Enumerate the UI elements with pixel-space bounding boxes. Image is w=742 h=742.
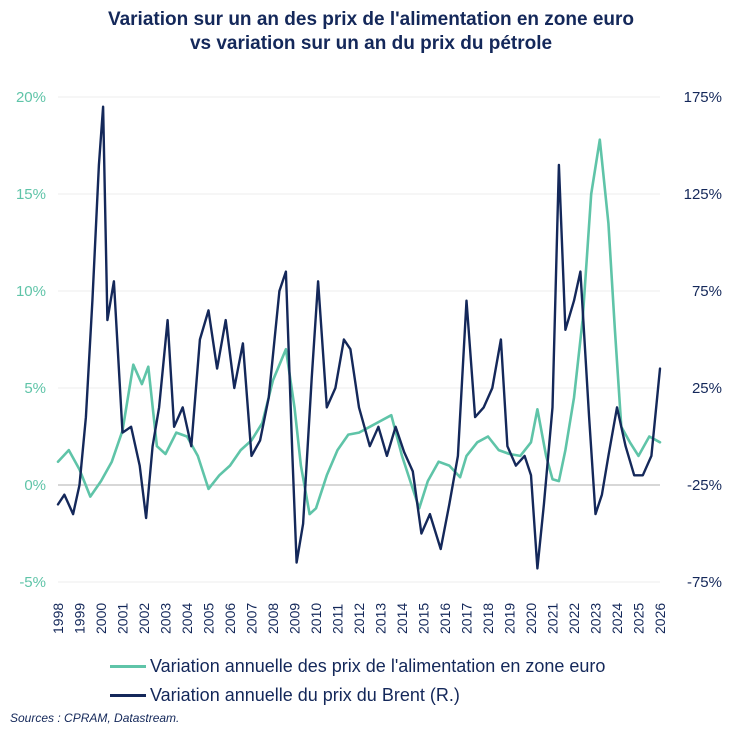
legend-item-oil: Variation annuelle du prix du Brent (R.): [110, 681, 605, 710]
x-tick-label-15: 2013: [373, 603, 389, 634]
x-tick-label-7: 2005: [201, 603, 217, 634]
x-axis-ticks: 1998 1999 2000 2001 2002 2003 2004 2005 2006 2007…: [50, 603, 668, 634]
left-tick-label-1: 15%: [16, 186, 46, 203]
x-tick-label-6: 2004: [179, 603, 195, 634]
x-tick-label-21: 2019: [502, 603, 518, 634]
x-tick-label-5: 2003: [158, 603, 174, 634]
x-tick-label-13: 2011: [330, 604, 346, 634]
x-tick-label-14: 2012: [351, 603, 367, 634]
right-tick-label-5: -75%: [687, 574, 722, 591]
left-tick-label-4: 0%: [24, 477, 46, 494]
x-tick-label-0: 1998: [50, 603, 66, 634]
x-tick-label-20: 2018: [480, 603, 496, 634]
x-tick-label-17: 2015: [416, 603, 432, 634]
legend-item-food: Variation annuelle des prix de l'aliment…: [110, 652, 605, 681]
series-lines: [56, 105, 662, 570]
series-line-food: [56, 138, 662, 516]
legend-label-food: Variation annuelle des prix de l'aliment…: [150, 656, 606, 676]
x-tick-label-28: 2026: [652, 603, 668, 634]
x-tick-label-2: 2000: [93, 603, 109, 634]
legend-swatch-food: [110, 665, 146, 668]
x-tick-label-22: 2020: [523, 603, 539, 634]
chart-title: Variation sur un an des prix de l'alimen…: [0, 8, 742, 56]
chart-title-line-1: Variation sur un an des prix de l'alimen…: [107, 9, 635, 30]
left-tick-label-0: 20%: [16, 89, 46, 106]
source-note: Sources : CPRAM, Datastream.: [10, 711, 180, 725]
left-axis-ticks: 20% 15% 10% 5% 0% -5%: [16, 89, 46, 591]
x-tick-label-4: 2002: [136, 603, 152, 634]
right-axis-ticks: 175% 125% 75% 25% -25% -75%: [684, 89, 722, 591]
series-line-oil: [56, 105, 662, 570]
x-tick-label-11: 2009: [287, 603, 303, 634]
x-tick-label-10: 2008: [265, 603, 281, 634]
x-tick-label-24: 2022: [566, 603, 582, 634]
right-tick-label-4: -25%: [687, 477, 722, 494]
x-tick-label-12: 2010: [308, 603, 324, 634]
right-tick-label-2: 75%: [692, 283, 722, 300]
x-tick-label-27: 2025: [631, 603, 647, 634]
gridlines: [58, 96, 660, 583]
x-tick-label-18: 2016: [437, 603, 453, 634]
x-tick-label-26: 2024: [609, 603, 625, 634]
left-tick-label-2: 10%: [16, 283, 46, 300]
x-tick-label-25: 2023: [588, 603, 604, 634]
x-tick-label-9: 2007: [244, 603, 260, 634]
x-tick-label-8: 2006: [222, 603, 238, 634]
left-tick-label-3: 5%: [24, 380, 46, 397]
x-tick-label-3: 2001: [115, 603, 131, 634]
x-tick-label-1: 1999: [72, 603, 88, 634]
x-tick-label-23: 2021: [545, 603, 561, 634]
chart-title-line-2: vs variation sur un an du prix du pétrol…: [189, 33, 553, 54]
right-tick-label-3: 25%: [692, 380, 722, 397]
right-tick-label-1: 125%: [684, 186, 722, 203]
x-tick-label-19: 2017: [459, 603, 475, 634]
x-tick-label-16: 2014: [394, 603, 410, 634]
legend-label-oil: Variation annuelle du prix du Brent (R.): [150, 685, 460, 705]
legend: Variation annuelle des prix de l'aliment…: [110, 652, 605, 710]
left-tick-label-5: -5%: [19, 574, 46, 591]
legend-swatch-oil: [110, 694, 146, 697]
right-tick-label-0: 175%: [684, 89, 722, 106]
